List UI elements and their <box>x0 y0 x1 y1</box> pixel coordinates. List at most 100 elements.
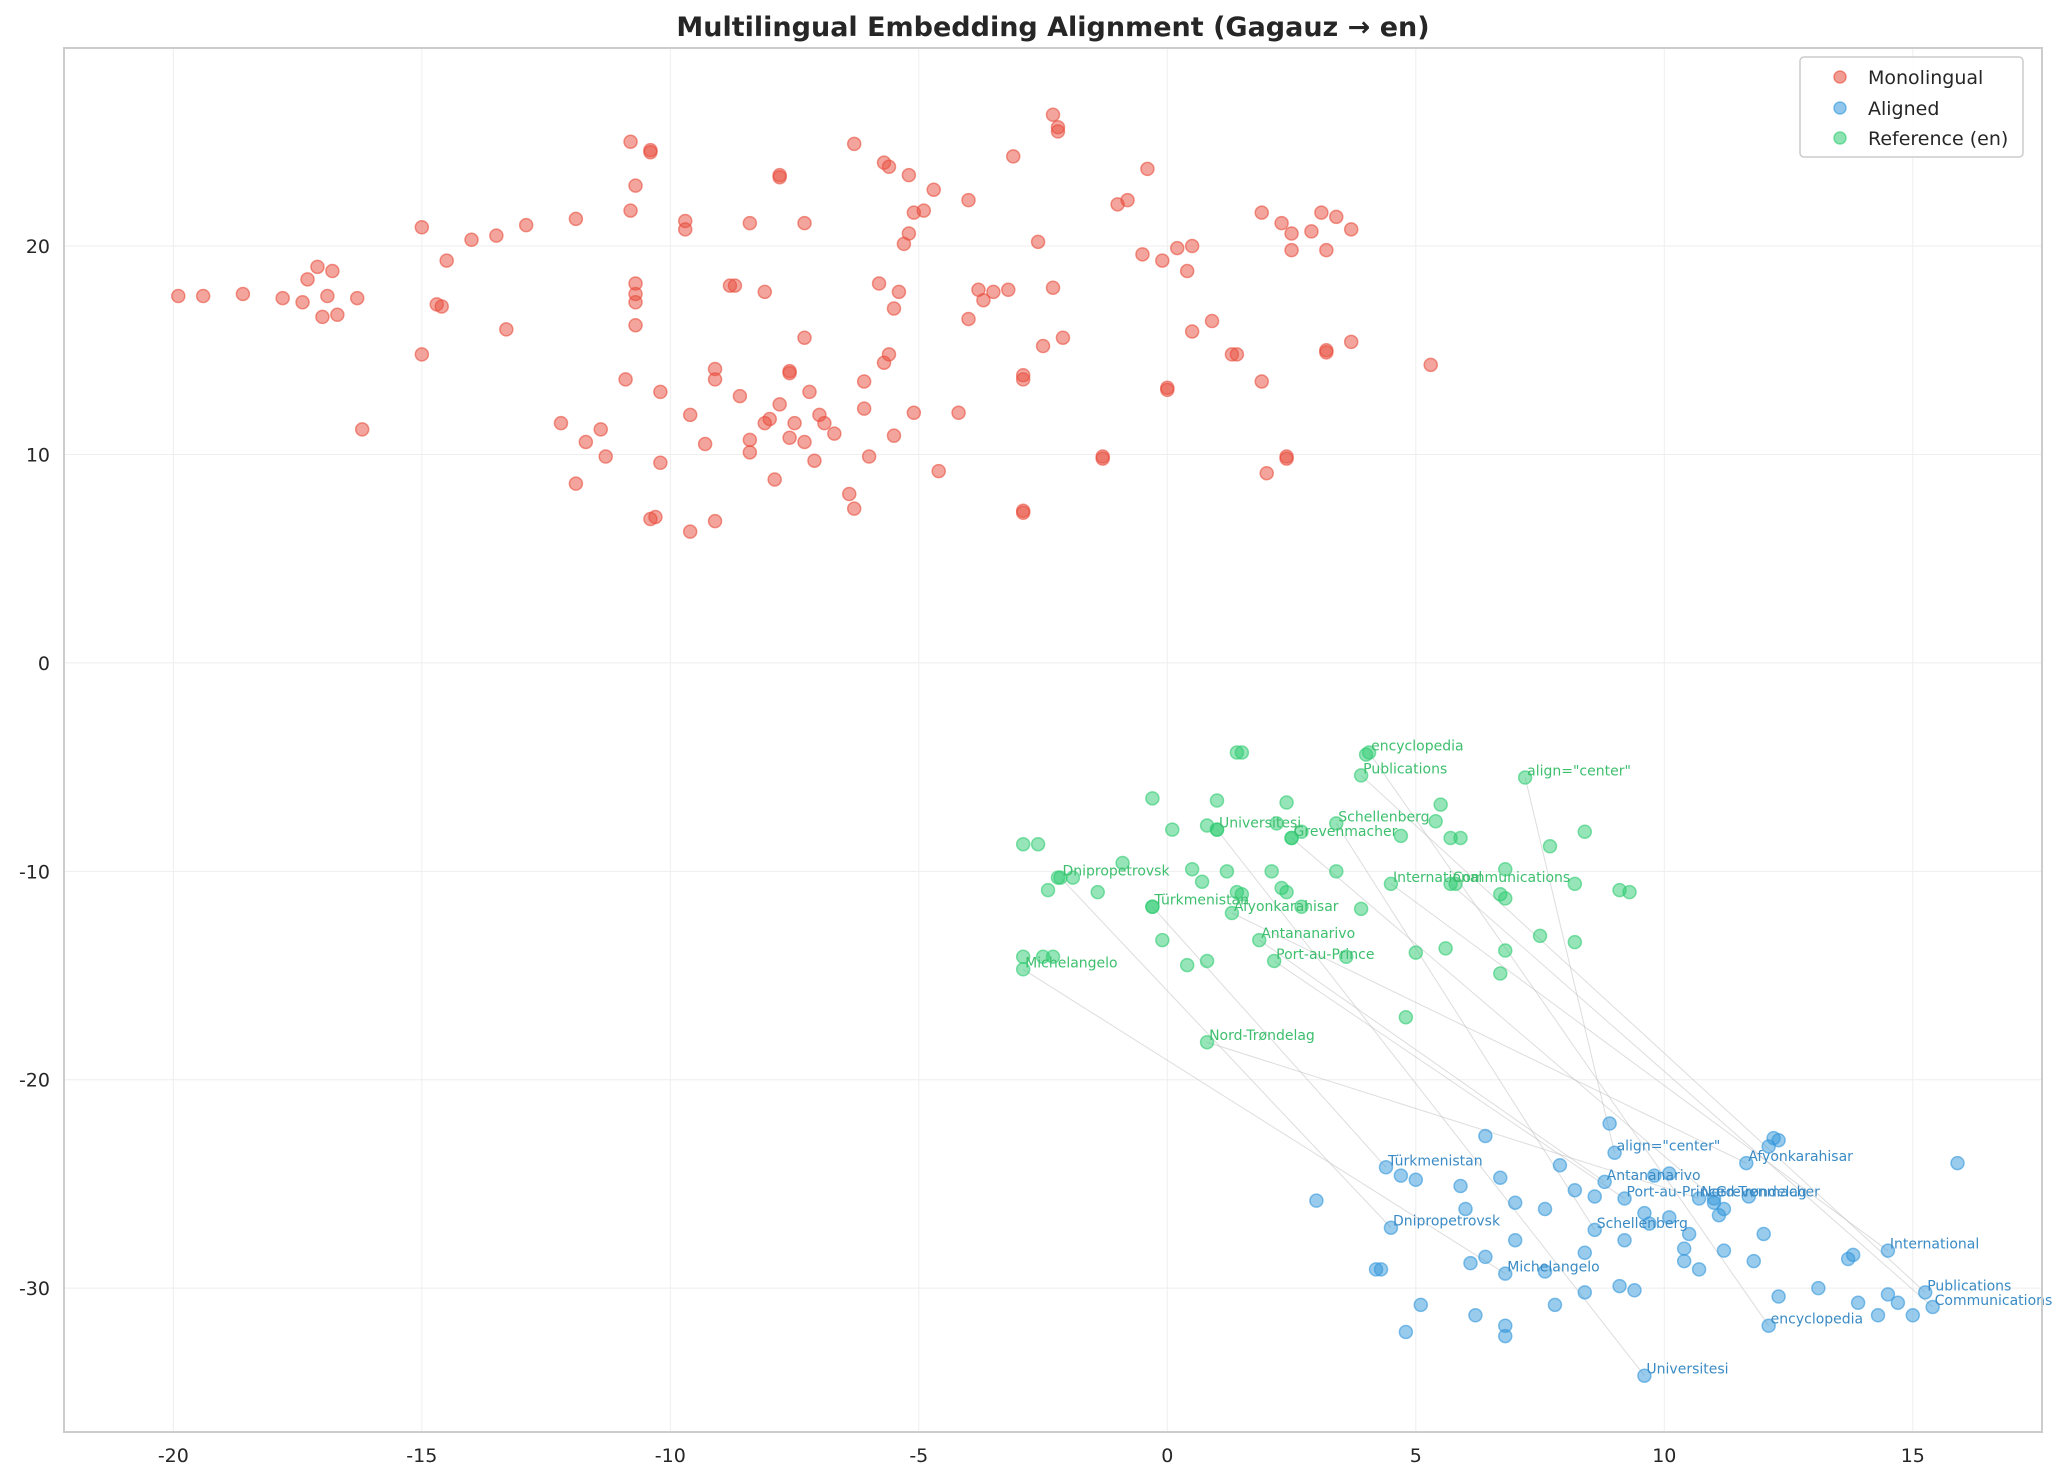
data-point <box>1343 334 1359 350</box>
connector-line <box>1022 968 1506 1275</box>
data-point <box>653 384 668 400</box>
data-point <box>1353 768 1369 783</box>
data-point <box>1145 791 1160 806</box>
data-point <box>1393 1168 1409 1183</box>
y-tick-label: 0 <box>38 653 50 675</box>
data-point <box>961 192 976 208</box>
data-point <box>1284 830 1299 846</box>
legend-box <box>1799 56 2024 158</box>
data-point <box>802 384 817 400</box>
data-point <box>797 434 812 450</box>
legend-label-reference: Reference (en) <box>1868 128 2008 150</box>
data-point <box>1264 864 1279 879</box>
data-point <box>1209 793 1225 808</box>
data-point <box>1135 247 1150 262</box>
point-label: Afyonkarahisar <box>1748 1149 1853 1165</box>
x-tick-label: 0 <box>1161 1445 1173 1467</box>
data-point <box>1662 1166 1677 1181</box>
connector-line <box>1390 883 1889 1252</box>
point-label: Universitesi <box>1646 1362 1728 1378</box>
data-point <box>354 422 370 437</box>
data-point <box>320 288 335 304</box>
data-point <box>300 272 315 287</box>
point-label: Port-au-Prince <box>1276 947 1374 963</box>
axis-ticks: -20 -15 -10 -5 0 5 10 15 20 10 0 -10 -20 -30 <box>19 236 1925 1467</box>
data-point <box>881 159 897 175</box>
data-point <box>1329 864 1344 879</box>
point-label: Grevenmacher <box>1716 1185 1820 1201</box>
data-point <box>856 374 872 389</box>
data-point <box>1917 1285 1933 1300</box>
data-point <box>1219 864 1235 879</box>
data-point <box>1179 263 1195 279</box>
data-point <box>1681 1226 1697 1242</box>
data-point <box>1319 242 1334 258</box>
data-point <box>171 288 186 304</box>
data-point <box>1845 1247 1861 1263</box>
legend: Monolingual Aligned Reference (en) <box>1799 56 2024 158</box>
point-label: Michelangelo <box>1025 955 1117 971</box>
data-point <box>1498 861 1513 877</box>
data-point <box>1408 1172 1424 1188</box>
point-label: Publications <box>1363 761 1447 777</box>
data-point <box>1266 953 1282 969</box>
data-point <box>677 222 693 237</box>
data-point <box>841 486 857 502</box>
data-point <box>1155 253 1170 268</box>
data-point <box>886 428 902 443</box>
data-point <box>1498 1328 1513 1344</box>
data-point <box>1542 839 1558 854</box>
data-point <box>1229 347 1245 362</box>
data-point <box>1498 891 1513 906</box>
data-point <box>1612 1278 1627 1294</box>
data-point <box>1478 1249 1493 1265</box>
data-point <box>1194 874 1210 889</box>
data-point <box>1184 324 1200 339</box>
data-point <box>1234 745 1250 760</box>
data-point <box>1552 1157 1568 1173</box>
data-point <box>1880 1287 1896 1302</box>
data-point <box>787 415 802 431</box>
data-point <box>1463 1255 1478 1271</box>
data-point <box>1532 928 1548 944</box>
data-point <box>1120 192 1135 208</box>
data-point <box>1254 374 1269 389</box>
data-point <box>1587 1222 1602 1238</box>
data-point <box>1408 945 1424 960</box>
data-point <box>1423 357 1438 373</box>
data-point <box>926 182 941 197</box>
y-tick-label: -10 <box>19 861 50 883</box>
data-point <box>767 472 782 487</box>
data-point <box>1925 1299 1940 1315</box>
grid-lines <box>64 48 2042 1432</box>
data-point <box>1045 107 1061 122</box>
data-point <box>732 388 748 404</box>
data-point <box>1398 1324 1414 1340</box>
data-point <box>1428 814 1443 829</box>
data-point <box>598 449 613 464</box>
data-point <box>1433 797 1448 812</box>
data-point <box>623 134 638 150</box>
data-point <box>1771 1289 1786 1304</box>
data-point <box>772 397 787 412</box>
point-label: Grevenmacher <box>1294 824 1398 840</box>
data-point <box>1468 1308 1483 1323</box>
data-point <box>1662 1210 1677 1225</box>
data-point <box>1393 828 1409 844</box>
point-label: Antananarivo <box>1261 926 1355 942</box>
data-point <box>682 407 698 423</box>
data-point <box>1015 836 1031 852</box>
data-point <box>1811 1280 1826 1296</box>
data-points <box>171 107 1965 1383</box>
x-tick-label: 10 <box>1652 1445 1676 1467</box>
data-point <box>1691 1262 1707 1277</box>
data-point <box>578 434 594 450</box>
point-label: Nord-Trøndelag <box>1209 1028 1315 1044</box>
data-point <box>1607 1145 1622 1160</box>
data-point <box>1184 238 1200 254</box>
data-point <box>489 228 504 243</box>
y-tick-label: -20 <box>19 1070 50 1092</box>
data-point <box>643 144 658 160</box>
connector-line <box>1231 912 1747 1164</box>
